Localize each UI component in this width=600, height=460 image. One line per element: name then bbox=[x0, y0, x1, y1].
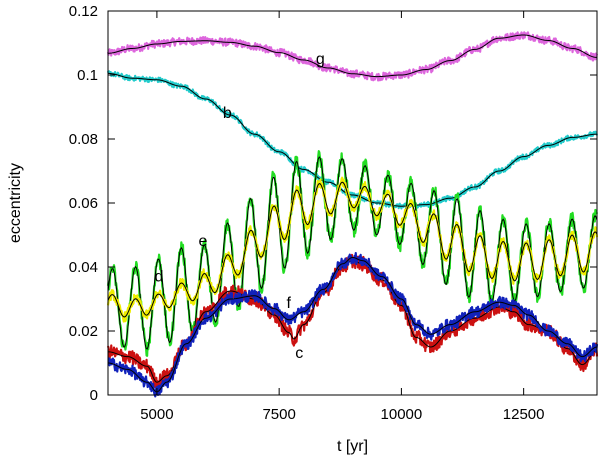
y-tick-label: 0.02 bbox=[69, 323, 98, 340]
x-tick-label: 7500 bbox=[262, 406, 295, 423]
y-tick-label: 0.08 bbox=[69, 131, 98, 148]
series-e-mean-line bbox=[107, 156, 598, 350]
y-tick-label: 0 bbox=[90, 387, 98, 404]
x-tick-label: 5000 bbox=[140, 406, 173, 423]
x-axis-title: t [yr] bbox=[337, 438, 368, 455]
y-tick-label: 0.06 bbox=[69, 195, 98, 212]
series-e-raw-line bbox=[106, 150, 599, 357]
series-label-e: e bbox=[198, 233, 207, 250]
series-d-mean-line bbox=[107, 181, 598, 318]
series-f-mean-line bbox=[107, 256, 598, 393]
x-tick-label: 10000 bbox=[381, 406, 423, 423]
series-g-mean-line bbox=[107, 34, 598, 78]
plot-frame bbox=[107, 10, 598, 396]
series-labels: g b e d c f bbox=[154, 51, 324, 362]
y-tick-label: 0.1 bbox=[77, 67, 98, 84]
y-tick-label: 0.12 bbox=[69, 3, 98, 20]
series-label-g: g bbox=[316, 51, 325, 68]
series-label-d: d bbox=[154, 268, 163, 285]
axis-ticks: 5000 7500 10000 12500 0 0.02 0.04 0.06 0.08 0.1 0.… bbox=[69, 3, 597, 423]
y-tick-label: 0.04 bbox=[69, 259, 98, 276]
series-b-raw-line bbox=[106, 70, 599, 210]
series-c-mean-line bbox=[107, 260, 598, 383]
series-b-mean-line bbox=[107, 72, 598, 207]
series-d-raw-line bbox=[106, 176, 599, 323]
x-tick-label: 12500 bbox=[503, 406, 545, 423]
series-label-b: b bbox=[223, 105, 232, 122]
series-label-f: f bbox=[286, 295, 291, 312]
y-axis-title: eccentricity bbox=[7, 163, 24, 243]
series-g-raw-line bbox=[106, 31, 599, 82]
series-label-c: c bbox=[295, 345, 303, 362]
series-lines bbox=[106, 31, 599, 398]
